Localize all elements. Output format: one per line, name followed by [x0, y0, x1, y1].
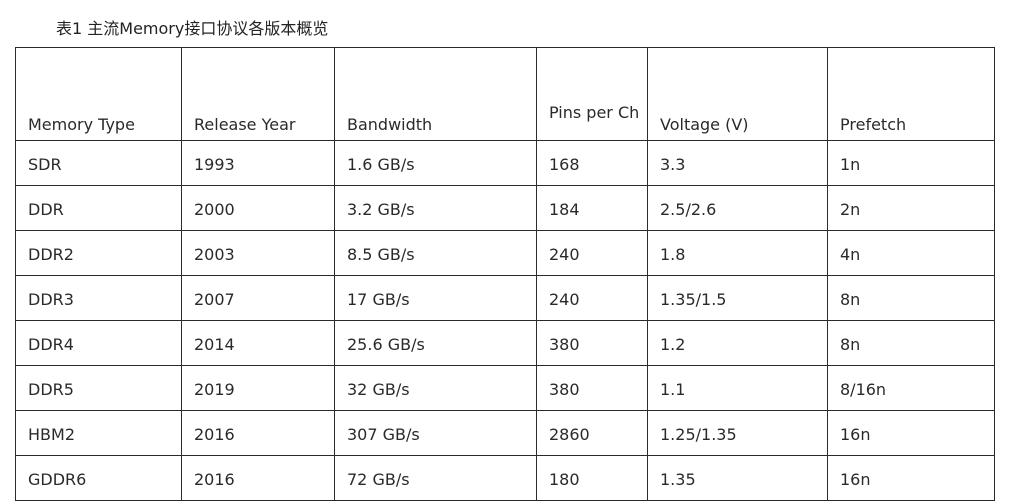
cell-prefetch: 8/16n: [827, 365, 995, 411]
header-memory-type: Memory Type: [15, 47, 182, 141]
header-release-year: Release Year: [181, 47, 335, 141]
table-row: DDR2 2003 8.5 GB/s 240 1.8 4n: [15, 230, 995, 276]
cell-voltage: 1.1: [647, 365, 828, 411]
cell-release-year: 2007: [181, 275, 335, 321]
cell-release-year: 2003: [181, 230, 335, 276]
table-row: SDR 1993 1.6 GB/s 168 3.3 1n: [15, 140, 995, 186]
memory-table: Memory Type Release Year Bandwidth Pins …: [15, 47, 995, 501]
cell-bandwidth: 8.5 GB/s: [334, 230, 537, 276]
cell-voltage: 1.35/1.5: [647, 275, 828, 321]
cell-prefetch: 1n: [827, 140, 995, 186]
table-row: HBM2 2016 307 GB/s 2860 1.25/1.35 16n: [15, 410, 995, 456]
cell-pins: 2860: [536, 410, 648, 456]
cell-release-year: 2000: [181, 185, 335, 231]
table-caption: 表1 主流Memory接口协议各版本概览: [56, 19, 329, 38]
cell-memory-type: HBM2: [15, 410, 182, 456]
cell-voltage: 1.8: [647, 230, 828, 276]
cell-pins: 168: [536, 140, 648, 186]
cell-release-year: 2019: [181, 365, 335, 411]
cell-pins: 184: [536, 185, 648, 231]
cell-bandwidth: 32 GB/s: [334, 365, 537, 411]
cell-prefetch: 16n: [827, 455, 995, 501]
cell-memory-type: DDR5: [15, 365, 182, 411]
cell-pins: 380: [536, 365, 648, 411]
cell-voltage: 1.35: [647, 455, 828, 501]
cell-release-year: 2016: [181, 455, 335, 501]
cell-bandwidth: 17 GB/s: [334, 275, 537, 321]
cell-voltage: 1.25/1.35: [647, 410, 828, 456]
cell-memory-type: DDR: [15, 185, 182, 231]
cell-bandwidth: 307 GB/s: [334, 410, 537, 456]
header-bandwidth: Bandwidth: [334, 47, 537, 141]
header-voltage: Voltage (V): [647, 47, 828, 141]
cell-pins: 180: [536, 455, 648, 501]
cell-memory-type: DDR2: [15, 230, 182, 276]
cell-prefetch: 16n: [827, 410, 995, 456]
header-pins-per-ch: Pins per Ch: [536, 47, 648, 141]
cell-memory-type: DDR4: [15, 320, 182, 366]
table-row: GDDR6 2016 72 GB/s 180 1.35 16n: [15, 455, 995, 501]
cell-pins: 240: [536, 275, 648, 321]
cell-bandwidth: 3.2 GB/s: [334, 185, 537, 231]
table-row: DDR5 2019 32 GB/s 380 1.1 8/16n: [15, 365, 995, 411]
header-prefetch: Prefetch: [827, 47, 995, 141]
cell-release-year: 2014: [181, 320, 335, 366]
cell-voltage: 2.5/2.6: [647, 185, 828, 231]
cell-prefetch: 4n: [827, 230, 995, 276]
cell-pins: 380: [536, 320, 648, 366]
cell-voltage: 3.3: [647, 140, 828, 186]
cell-release-year: 2016: [181, 410, 335, 456]
cell-pins: 240: [536, 230, 648, 276]
cell-bandwidth: 72 GB/s: [334, 455, 537, 501]
cell-memory-type: DDR3: [15, 275, 182, 321]
cell-prefetch: 2n: [827, 185, 995, 231]
cell-memory-type: SDR: [15, 140, 182, 186]
cell-voltage: 1.2: [647, 320, 828, 366]
cell-release-year: 1993: [181, 140, 335, 186]
cell-bandwidth: 25.6 GB/s: [334, 320, 537, 366]
table-header-row: Memory Type Release Year Bandwidth Pins …: [15, 47, 995, 141]
table-row: DDR 2000 3.2 GB/s 184 2.5/2.6 2n: [15, 185, 995, 231]
cell-memory-type: GDDR6: [15, 455, 182, 501]
table-row: DDR3 2007 17 GB/s 240 1.35/1.5 8n: [15, 275, 995, 321]
cell-bandwidth: 1.6 GB/s: [334, 140, 537, 186]
cell-prefetch: 8n: [827, 320, 995, 366]
table-row: DDR4 2014 25.6 GB/s 380 1.2 8n: [15, 320, 995, 366]
cell-prefetch: 8n: [827, 275, 995, 321]
